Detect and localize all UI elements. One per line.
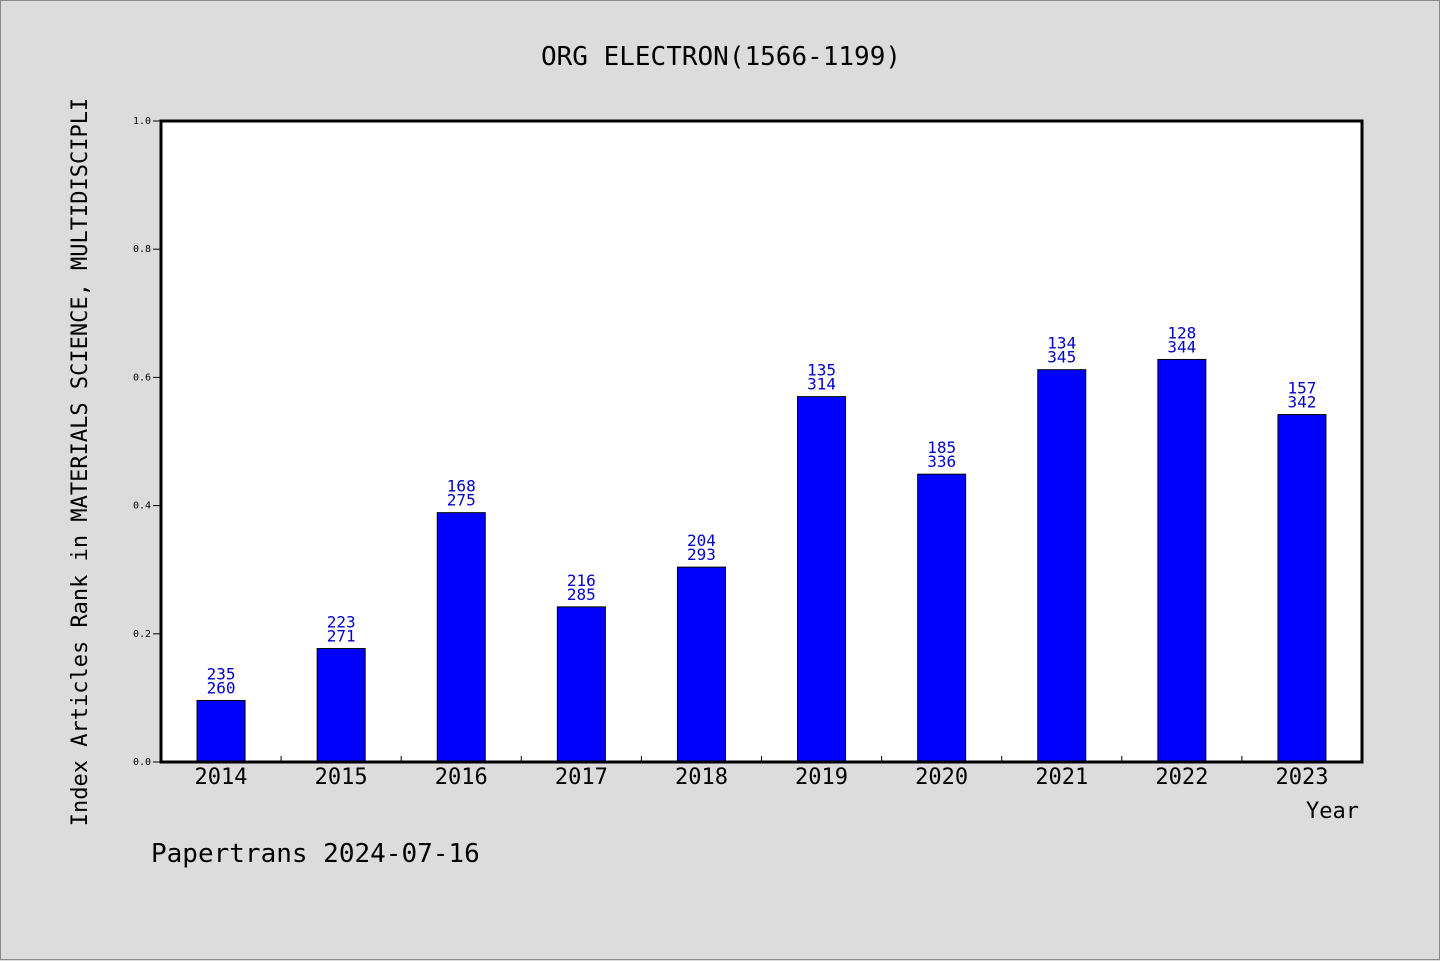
bar-rank-label: 157 bbox=[1287, 379, 1316, 398]
x-tick-label: 2022 bbox=[1155, 765, 1208, 790]
bar-rank-label: 223 bbox=[327, 613, 356, 632]
bar-rank-label: 185 bbox=[927, 438, 956, 457]
y-axis-label: Index Articles Rank in MATERIALS SCIENCE… bbox=[68, 98, 93, 826]
bar-2022 bbox=[1157, 358, 1207, 763]
bar-2020 bbox=[917, 473, 967, 763]
x-tick-label: 2016 bbox=[435, 765, 488, 790]
bar-2016 bbox=[436, 512, 486, 763]
bar-2018 bbox=[676, 566, 726, 763]
y-tick-label: 0.6 bbox=[133, 372, 151, 383]
x-axis-label: Year bbox=[1306, 799, 1359, 824]
x-tick-label: 2021 bbox=[1035, 765, 1088, 790]
bar-rank-label: 168 bbox=[447, 477, 476, 496]
y-tick-label: 0.4 bbox=[133, 501, 151, 512]
bar-total-label: 271 bbox=[327, 627, 356, 646]
bar-2015 bbox=[316, 648, 366, 763]
bar-total-label: 336 bbox=[927, 452, 956, 471]
bar-rank-label: 134 bbox=[1047, 334, 1076, 353]
bar-2019 bbox=[797, 396, 847, 763]
x-tick-label: 2015 bbox=[315, 765, 368, 790]
bar-total-label: 314 bbox=[807, 375, 836, 394]
bar-total-label: 275 bbox=[447, 491, 476, 510]
bar-2017 bbox=[556, 606, 606, 763]
y-tick-label: 1.0 bbox=[133, 116, 151, 127]
bar-2023 bbox=[1277, 414, 1327, 763]
y-tick-label: 0.8 bbox=[133, 244, 151, 255]
footer-credit: Papertrans 2024-07-16 bbox=[151, 839, 480, 869]
bar-rank-label: 216 bbox=[567, 571, 596, 590]
bar-total-label: 344 bbox=[1167, 337, 1196, 356]
chart-title: ORG ELECTRON(1566-1199) bbox=[541, 42, 901, 72]
bar-total-label: 293 bbox=[687, 545, 716, 564]
y-tick-label: 0.0 bbox=[133, 757, 151, 768]
bar-total-label: 345 bbox=[1047, 348, 1076, 367]
bar-2014 bbox=[196, 699, 246, 763]
ticks-layer: 2014 2015 2016 2017 2018 2019 2020 2021 2022 2023… bbox=[133, 116, 1329, 790]
plot-border bbox=[159, 119, 1364, 764]
x-tick-label: 2018 bbox=[675, 765, 728, 790]
bar-2021 bbox=[1037, 369, 1087, 763]
bar-rank-label: 204 bbox=[687, 531, 716, 550]
x-tick-label: 2017 bbox=[555, 765, 608, 790]
y-tick-label: 0.2 bbox=[133, 629, 151, 640]
x-tick-label: 2019 bbox=[795, 765, 848, 790]
bars-layer: 2352602232711682752162852042931353141853… bbox=[196, 323, 1327, 763]
bar-total-label: 342 bbox=[1287, 393, 1316, 412]
x-tick-label: 2014 bbox=[195, 765, 248, 790]
bar-rank-label: 128 bbox=[1167, 323, 1196, 342]
bar-total-label: 285 bbox=[567, 585, 596, 604]
bar-total-label: 260 bbox=[207, 678, 236, 697]
x-tick-label: 2023 bbox=[1275, 765, 1328, 790]
bar-rank-label: 235 bbox=[207, 664, 236, 683]
bar-rank-label: 135 bbox=[807, 361, 836, 380]
x-tick-label: 2020 bbox=[915, 765, 968, 790]
